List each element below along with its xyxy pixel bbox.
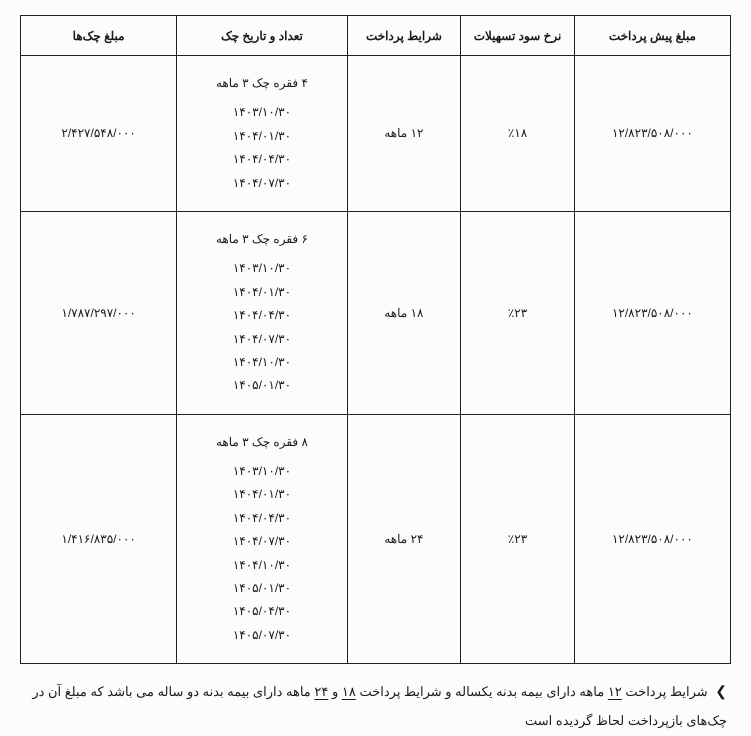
cell-cheque-info: ۴ فقره چک ۳ ماهه۱۴۰۳/۱۰/۳۰۱۴۰۴/۰۱/۳۰۱۴۰۴…	[177, 56, 347, 212]
cheque-date: ۱۴۰۴/۰۱/۳۰	[181, 483, 342, 506]
cell-prepayment: ۱۲/۸۲۳/۵۰۸/۰۰۰	[574, 56, 730, 212]
header-prepayment: مبلغ پیش پرداخت	[574, 16, 730, 56]
cell-terms: ۱۸ ماهه	[347, 211, 461, 414]
header-rate: نرخ سود تسهیلات	[461, 16, 575, 56]
cell-cheque-amount: ۱/۷۸۷/۲۹۷/۰۰۰	[21, 211, 177, 414]
cheque-date: ۱۴۰۴/۰۱/۳۰	[181, 281, 342, 304]
header-cheque-info: تعداد و تاریخ چک	[177, 16, 347, 56]
table-row: ۱۲/۸۲۳/۵۰۸/۰۰۰٪۱۸۱۲ ماهه۴ فقره چک ۳ ماهه…	[21, 56, 731, 212]
cell-rate: ٪۲۳	[461, 414, 575, 664]
cheque-title: ۴ فقره چک ۳ ماهه	[181, 72, 342, 95]
cheque-date: ۱۴۰۵/۰۷/۳۰	[181, 624, 342, 647]
cheque-date: ۱۴۰۳/۱۰/۳۰	[181, 460, 342, 483]
table-row: ۱۲/۸۲۳/۵۰۸/۰۰۰٪۲۳۲۴ ماهه۸ فقره چک ۳ ماهه…	[21, 414, 731, 664]
cheque-title: ۶ فقره چک ۳ ماهه	[181, 228, 342, 251]
cheque-date: ۱۴۰۴/۰۴/۳۰	[181, 507, 342, 530]
cheque-title: ۸ فقره چک ۳ ماهه	[181, 431, 342, 454]
table-header-row: مبلغ پیش پرداخت نرخ سود تسهیلات شرایط پر…	[21, 16, 731, 56]
cheque-date: ۱۴۰۵/۰۴/۳۰	[181, 600, 342, 623]
cell-cheque-info: ۸ فقره چک ۳ ماهه۱۴۰۳/۱۰/۳۰۱۴۰۴/۰۱/۳۰۱۴۰۴…	[177, 414, 347, 664]
footnote-text-1: شرایط پرداخت	[622, 684, 708, 699]
cell-cheque-amount: ۱/۴۱۶/۸۳۵/۰۰۰	[21, 414, 177, 664]
cell-cheque-info: ۶ فقره چک ۳ ماهه۱۴۰۳/۱۰/۳۰۱۴۰۴/۰۱/۳۰۱۴۰۴…	[177, 211, 347, 414]
cheque-date: ۱۴۰۳/۱۰/۳۰	[181, 101, 342, 124]
cell-prepayment: ۱۲/۸۲۳/۵۰۸/۰۰۰	[574, 414, 730, 664]
footnote-text-3: و	[328, 684, 342, 699]
footnote-text-2: ماهه دارای بیمه بدنه یکساله و شرایط پردا…	[356, 684, 608, 699]
cheque-date: ۱۴۰۵/۰۱/۳۰	[181, 374, 342, 397]
table-row: ۱۲/۸۲۳/۵۰۸/۰۰۰٪۲۳۱۸ ماهه۶ فقره چک ۳ ماهه…	[21, 211, 731, 414]
footnote-underline-18: ۱۸	[342, 684, 356, 699]
cheque-date: ۱۴۰۴/۰۷/۳۰	[181, 530, 342, 553]
cell-terms: ۱۲ ماهه	[347, 56, 461, 212]
footnote: ❯ شرایط پرداخت ۱۲ ماهه دارای بیمه بدنه ی…	[20, 676, 731, 735]
cheque-date: ۱۴۰۴/۰۷/۳۰	[181, 172, 342, 195]
header-cheque-amount: مبلغ چک‌ها	[21, 16, 177, 56]
footnote-underline-24: ۲۴	[314, 684, 328, 699]
footnote-underline-12: ۱۲	[608, 684, 622, 699]
cheque-date: ۱۴۰۴/۱۰/۳۰	[181, 554, 342, 577]
cell-cheque-amount: ۲/۴۲۷/۵۴۸/۰۰۰	[21, 56, 177, 212]
cell-terms: ۲۴ ماهه	[347, 414, 461, 664]
cell-rate: ٪۲۳	[461, 211, 575, 414]
table-body: ۱۲/۸۲۳/۵۰۸/۰۰۰٪۱۸۱۲ ماهه۴ فقره چک ۳ ماهه…	[21, 56, 731, 664]
cheque-date: ۱۴۰۴/۱۰/۳۰	[181, 351, 342, 374]
footnote-marker-icon: ❯	[715, 683, 727, 699]
cheque-date: ۱۴۰۳/۱۰/۳۰	[181, 257, 342, 280]
cheque-date: ۱۴۰۴/۰۷/۳۰	[181, 328, 342, 351]
payment-table: مبلغ پیش پرداخت نرخ سود تسهیلات شرایط پر…	[20, 15, 731, 664]
cheque-date: ۱۴۰۴/۰۱/۳۰	[181, 125, 342, 148]
cheque-date: ۱۴۰۵/۰۱/۳۰	[181, 577, 342, 600]
cell-rate: ٪۱۸	[461, 56, 575, 212]
header-terms: شرایط پرداخت	[347, 16, 461, 56]
cheque-date: ۱۴۰۴/۰۴/۳۰	[181, 304, 342, 327]
cell-prepayment: ۱۲/۸۲۳/۵۰۸/۰۰۰	[574, 211, 730, 414]
cheque-date: ۱۴۰۴/۰۴/۳۰	[181, 148, 342, 171]
